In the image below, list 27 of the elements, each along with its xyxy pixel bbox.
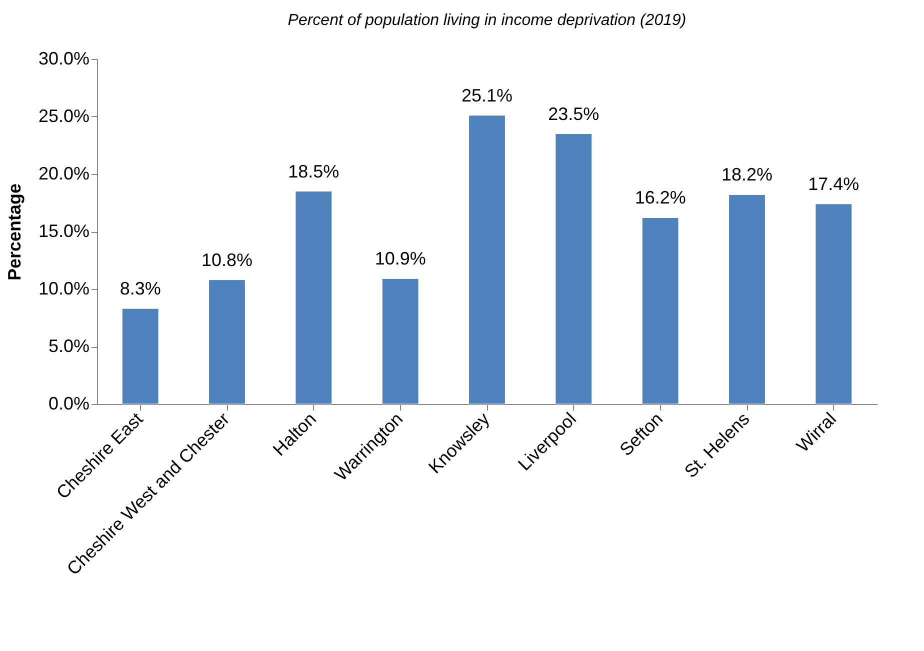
- bar: [642, 217, 679, 404]
- bar: [122, 308, 159, 404]
- bar: [555, 134, 592, 404]
- data-label: 10.8%: [201, 250, 253, 270]
- data-label: 23.5%: [548, 104, 600, 124]
- y-tick-label: 5.0%: [48, 336, 90, 356]
- y-tick-label: 10.0%: [38, 278, 90, 298]
- data-label: 17.4%: [808, 174, 860, 194]
- y-axis-title: Percentage: [4, 183, 24, 281]
- bar: [295, 191, 332, 404]
- bar: [728, 194, 766, 404]
- data-label: 16.2%: [634, 188, 686, 208]
- data-label: 10.9%: [374, 248, 426, 269]
- chart-title: Percent of population living in income deprivation (2019): [288, 12, 686, 29]
- y-tick-label: 20.0%: [38, 164, 90, 184]
- bar: [468, 115, 506, 404]
- data-label: 8.3%: [120, 278, 161, 299]
- data-label: 18.5%: [288, 161, 340, 182]
- bar: [208, 280, 246, 404]
- y-tick-label: 0.0%: [48, 394, 90, 414]
- y-tick-label: 25.0%: [38, 106, 90, 126]
- bar: [382, 278, 419, 404]
- y-tick-label: 15.0%: [38, 221, 90, 241]
- data-label: 18.2%: [721, 164, 773, 185]
- data-label: 25.1%: [461, 85, 513, 106]
- y-tick-label: 30.0%: [38, 48, 90, 68]
- bar: [815, 204, 852, 404]
